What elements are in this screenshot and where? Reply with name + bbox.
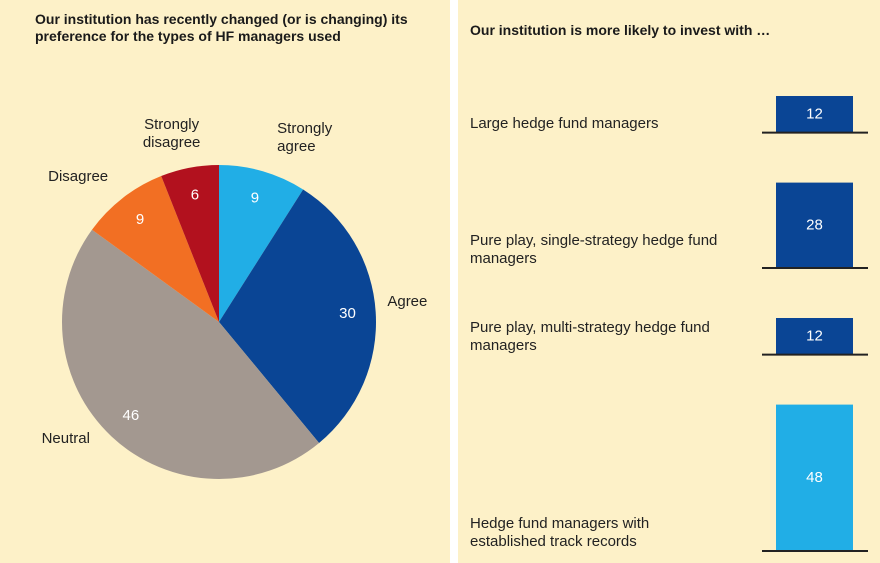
pie-slice bbox=[61, 229, 320, 480]
pie-title: Our institution has recently changed (or… bbox=[35, 11, 408, 44]
legend-label: Strongly agree bbox=[277, 120, 333, 156]
pie-slice bbox=[219, 189, 376, 443]
pie-slice bbox=[91, 176, 219, 322]
bar-title: Our institution is more likely to invest… bbox=[470, 22, 771, 38]
category-label: Hedge fund managers with established tra… bbox=[470, 515, 650, 550]
value-label: 28 bbox=[806, 216, 823, 233]
value-label: 46 bbox=[123, 407, 140, 424]
category-label: Large hedge fund managers bbox=[470, 114, 659, 132]
legend-label: Agree bbox=[387, 293, 428, 311]
legend-label: Disagree bbox=[48, 167, 109, 185]
pie-slice bbox=[161, 165, 219, 322]
value-label: 9 bbox=[251, 189, 259, 206]
bar bbox=[776, 182, 853, 268]
value-label: 48 bbox=[806, 469, 823, 486]
bar bbox=[776, 96, 853, 133]
value-label: 9 bbox=[136, 211, 144, 228]
legend-label: Strongly disagree bbox=[142, 116, 201, 152]
value-label: 12 bbox=[806, 105, 823, 122]
category-label: Pure play, multi-strategy hedge fund man… bbox=[470, 318, 710, 354]
bar bbox=[776, 318, 853, 355]
category-label: Pure play, single-strategy hedge fund ma… bbox=[470, 232, 718, 267]
value-label: 12 bbox=[806, 327, 823, 344]
value-label: 30 bbox=[339, 305, 356, 322]
pie-slice bbox=[219, 165, 304, 322]
legend-label: Neutral bbox=[41, 429, 90, 447]
value-label: 6 bbox=[191, 187, 199, 204]
bar bbox=[776, 404, 853, 551]
